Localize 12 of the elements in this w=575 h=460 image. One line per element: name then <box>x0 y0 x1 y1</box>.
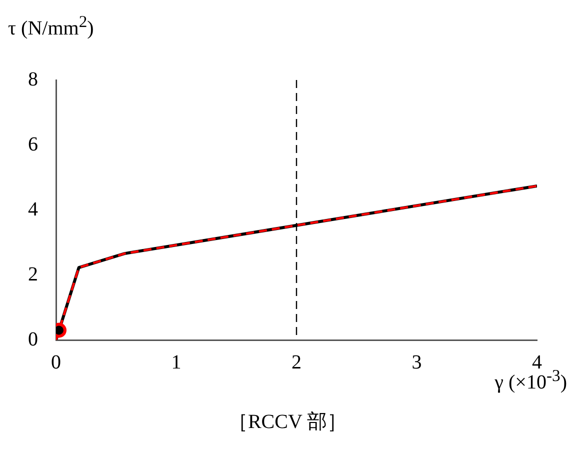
x-tick-label: 0 <box>51 351 61 374</box>
text: ［RCCV 部］ <box>226 410 348 435</box>
y-tick-label: 4 <box>28 198 38 220</box>
x-tick-label: 1 <box>171 351 182 374</box>
y-tick-label: 2 <box>28 263 38 286</box>
x-tick-label: 3 <box>412 351 422 374</box>
x-tick-label: 2 <box>292 351 302 374</box>
y-tick-label: 6 <box>28 133 38 156</box>
x-tick-label: 4 <box>532 351 542 374</box>
y-axis-title: τ (N/mm$^{2}$) <box>8 12 94 41</box>
y-tick-label: 8 <box>28 68 38 90</box>
y-tick-label: 0 <box>28 328 38 350</box>
